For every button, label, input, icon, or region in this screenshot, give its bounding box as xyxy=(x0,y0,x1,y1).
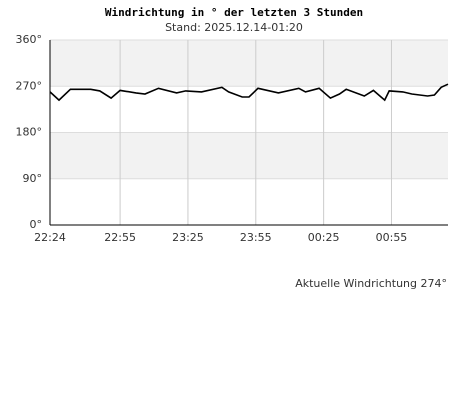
annotation: Aktuelle Windrichtung 274° xyxy=(295,277,447,290)
y-tick-label: 360° xyxy=(16,33,43,46)
x-tick-label: 22:24 xyxy=(34,231,66,244)
data-line xyxy=(49,83,449,102)
chart-subtitle: Stand: 2025.12.14-01:20 xyxy=(165,21,303,34)
y-tick-label: 90° xyxy=(23,172,43,185)
chart-title: Windrichtung in ° der letzten 3 Stunden xyxy=(105,6,363,19)
band xyxy=(50,178,448,225)
y-tick-label: 270° xyxy=(16,79,43,92)
x-tick-label: 00:55 xyxy=(376,231,408,244)
band xyxy=(50,40,448,87)
x-tick-label: 00:25 xyxy=(308,231,340,244)
y-tick-label: 180° xyxy=(16,126,43,139)
x-tick-label: 23:25 xyxy=(172,231,204,244)
x-tick-label: 22:55 xyxy=(104,231,136,244)
band xyxy=(50,132,448,179)
x-tick-label: 23:55 xyxy=(240,231,272,244)
y-tick-label: 0° xyxy=(30,218,43,231)
